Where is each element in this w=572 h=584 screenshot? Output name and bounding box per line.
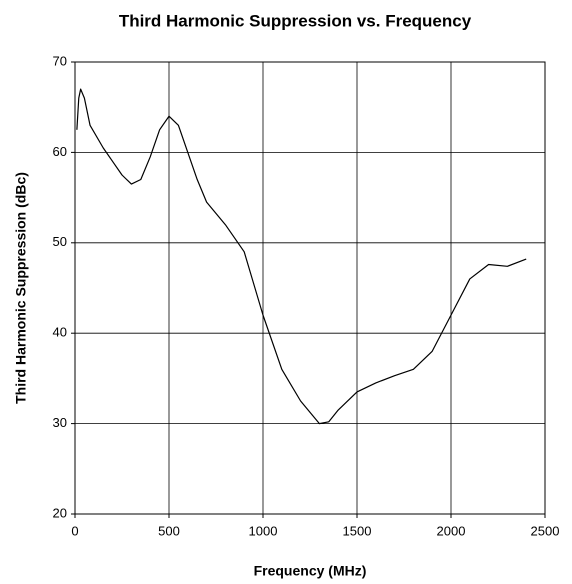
x-axis-label: Frequency (MHz) (254, 563, 367, 579)
y-tick-label: 20 (53, 505, 67, 520)
x-tick-label: 1500 (343, 523, 372, 538)
y-tick-label: 30 (53, 415, 67, 430)
y-axis-label: Third Harmonic Suppression (dBc) (13, 172, 29, 404)
plot-frame (74, 61, 546, 515)
line-series (76, 88, 527, 425)
x-tick-label: 2000 (437, 523, 466, 538)
y-tick-label: 70 (53, 53, 67, 68)
x-tick-label: 0 (71, 523, 78, 538)
y-tick-label: 40 (53, 325, 67, 340)
x-tick-label: 2500 (531, 523, 560, 538)
x-tick-label: 500 (158, 523, 180, 538)
y-tick-label: 50 (53, 234, 67, 249)
chart-title: Third Harmonic Suppression vs. Frequency (119, 11, 472, 30)
y-tick-label: 60 (53, 144, 67, 159)
x-tick-label: 1000 (249, 523, 278, 538)
